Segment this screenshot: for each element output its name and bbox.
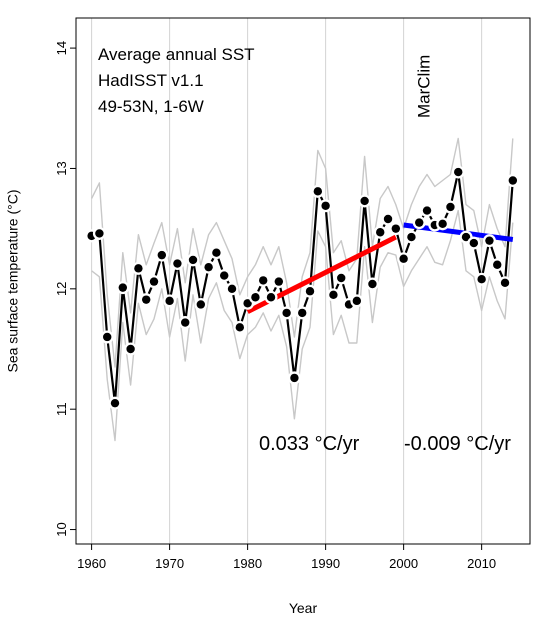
point-1975	[202, 260, 216, 274]
point-1999	[389, 222, 403, 236]
point-1978	[225, 282, 239, 296]
y-tick-label-14: 14	[54, 41, 69, 55]
marclim-label: MarClim	[415, 55, 434, 118]
point-1969	[155, 248, 169, 262]
y-tick-label-11: 11	[54, 402, 69, 416]
point-1985	[280, 306, 294, 320]
point-1967	[139, 293, 153, 307]
y-axis-ticks: 10 11 12 13 14	[54, 41, 76, 537]
x-tick-label-1960: 1960	[77, 556, 106, 571]
point-1988	[303, 284, 317, 298]
point-2005	[436, 217, 450, 231]
x-tick-label-2000: 2000	[389, 556, 418, 571]
point-1998	[381, 212, 395, 226]
trend-label-2000-2014: -0.009 °C/yr	[404, 433, 511, 455]
point-2001	[404, 230, 418, 244]
x-tick-label-1970: 1970	[155, 556, 184, 571]
point-1971	[170, 257, 184, 271]
point-1974	[194, 297, 208, 311]
point-1986	[287, 371, 301, 385]
point-1994	[350, 294, 364, 308]
y-tick-label-12: 12	[54, 282, 69, 296]
point-1964	[116, 281, 130, 295]
point-2014	[506, 173, 520, 187]
point-1982	[256, 273, 270, 287]
y-tick-label-10: 10	[54, 522, 69, 536]
point-2000	[397, 252, 411, 266]
point-2013	[498, 276, 512, 290]
y-tick-label-13: 13	[54, 161, 69, 175]
mean-sst-points	[85, 165, 520, 410]
y-axis-title: Sea surface temperature (°C)	[5, 189, 21, 372]
trend-label-1980-1999: 0.033 °C/yr	[259, 433, 360, 455]
point-1973	[186, 253, 200, 267]
point-1989	[311, 184, 325, 198]
point-1996	[365, 277, 379, 291]
point-2002	[412, 216, 426, 230]
point-1966	[131, 261, 145, 275]
point-1968	[147, 275, 161, 289]
point-1987	[295, 306, 309, 320]
plot-frame	[75, 17, 531, 545]
lower-bound-series	[91, 209, 514, 442]
point-2012	[490, 258, 504, 272]
upper-line	[90, 137, 514, 368]
point-1976	[209, 246, 223, 260]
point-2003	[420, 204, 434, 218]
x-tick-label-1980: 1980	[233, 556, 262, 571]
x-axis-title: Year	[289, 600, 318, 616]
point-1990	[319, 199, 333, 213]
point-1963	[108, 396, 122, 410]
point-1997	[373, 225, 387, 239]
annotation-line-2: HadISST v1.1	[98, 71, 204, 90]
point-1977	[217, 269, 231, 283]
point-1983	[264, 290, 278, 304]
point-1970	[163, 294, 177, 308]
point-2009	[467, 236, 481, 250]
point-1992	[334, 271, 348, 285]
point-2010	[475, 272, 489, 286]
upper-bound-series	[90, 137, 514, 368]
point-1991	[326, 288, 340, 302]
point-1961	[92, 226, 106, 240]
point-2007	[451, 165, 465, 179]
point-1995	[358, 194, 372, 208]
annotation-line-3: 49-53N, 1-6W	[98, 97, 204, 116]
x-axis-ticks: 1960 1970 1980 1990 2000 2010	[77, 544, 496, 571]
point-1981	[248, 290, 262, 304]
point-1965	[124, 342, 138, 356]
point-1979	[233, 320, 247, 334]
x-tick-label-2010: 2010	[467, 556, 496, 571]
point-2006	[443, 200, 457, 214]
point-2011	[482, 234, 496, 248]
x-tick-label-1990: 1990	[311, 556, 340, 571]
annotation-line-1: Average annual SST	[98, 45, 255, 64]
point-1984	[272, 275, 286, 289]
point-1962	[100, 330, 114, 344]
point-1972	[178, 316, 192, 330]
lower-line	[91, 209, 514, 442]
